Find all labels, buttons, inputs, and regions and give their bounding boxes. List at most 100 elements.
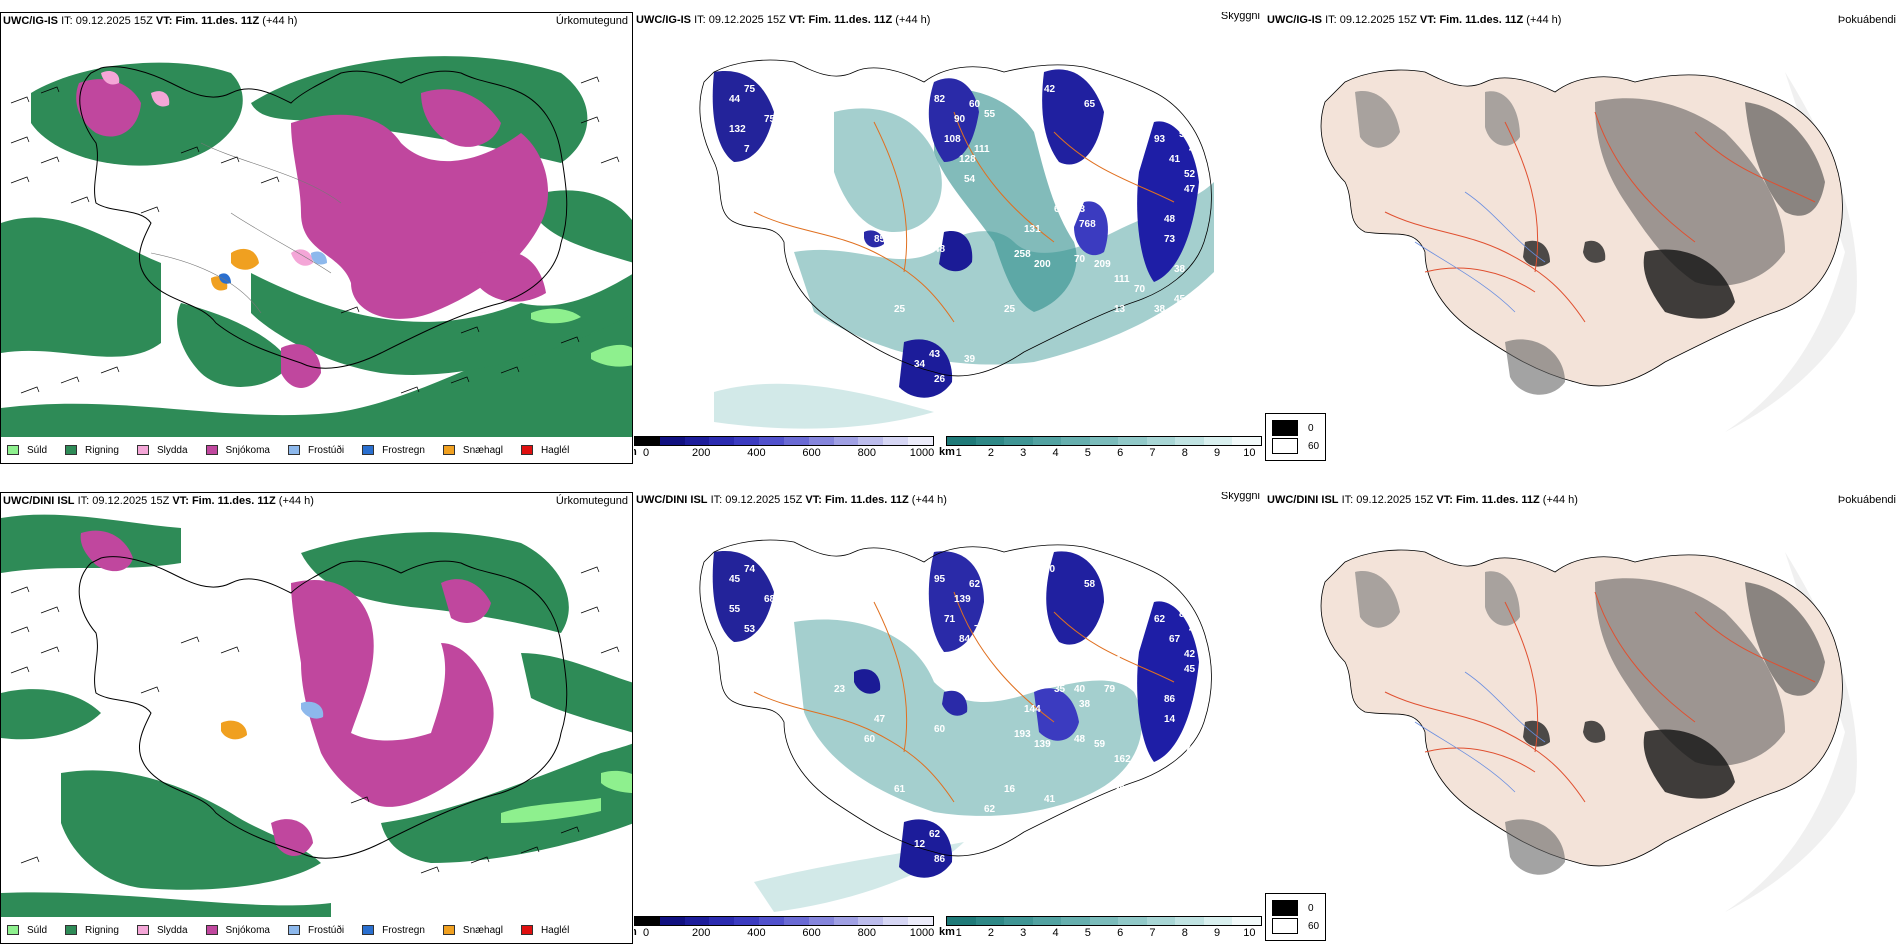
colorbar-bin [659,437,685,445]
ceiling-value-label: 47 [1184,184,1196,195]
legend-item: Snjókoma [205,444,270,456]
visibility-map-bottom: 4574685553309513962675058627184796497154… [699,539,1212,912]
colorbar-bin [1032,437,1062,445]
colorbar-tick: 200 [692,447,711,459]
ceiling-value-label: 84 [1179,609,1191,620]
vt-label: VT: [1436,494,1453,506]
legend-swatch [136,925,149,935]
fog-swatch [1272,900,1298,916]
colorbar-bin [759,437,784,445]
fog-swatch [1272,420,1298,436]
legend-swatch [287,445,300,455]
ceiling-value-label: 768 [1079,219,1096,230]
precip-legend-bottom: Súld Rigning Slydda Snjókoma Frostúði Frostre… [1,917,632,943]
colorbar-tick: 400 [747,447,766,459]
colorbar-bin [1032,917,1062,925]
colorbar-bin [808,917,834,925]
colorbar-bin [1146,437,1176,445]
ceiling-value-label: 84 [959,634,971,645]
it-label: IT: [61,15,73,27]
ceiling-value-label: 42 [1184,649,1196,660]
ceiling-value-label: 53 [744,624,756,635]
ceiling-value-label: 38 [1079,699,1091,710]
precip-legend-top: Súld Rigning Slydda Snjókoma Frostúði Frostre… [1,437,632,463]
legend-swatch [205,925,218,935]
legend-label: Frostregn [382,444,425,456]
fog-legend-row: 60 [1272,918,1319,934]
ceiling-value-label: 160 [1104,204,1121,215]
lead-time: (+44 h) [278,495,314,507]
colorbar-tick: 4 [1052,447,1059,459]
colorbar-bin [883,917,909,925]
ceiling-labels-bottom: 4574685553309513962675058627184796497154… [729,564,1201,865]
ceiling-value-label: 55 [984,109,996,120]
fog-swatch [1272,918,1298,934]
ceiling-value-label: 79 [974,624,986,635]
fog-panel-bottom: UWC/DINI ISL IT: 09.12.2025 15Z VT: Fim.… [1265,492,1900,944]
colorbar-tick: 6 [1117,927,1124,939]
fog-swatch [1272,438,1298,454]
legend-label: Snjókoma [225,444,270,456]
colorbar-bin [1203,437,1233,445]
ceiling-value-label: 60 [969,99,981,110]
ceiling-value-label: 70 [1074,254,1086,265]
colorbar-bin [1089,917,1119,925]
ceiling-value-label: 85 [874,234,886,245]
model-name: UWC/DINI ISL [3,495,75,507]
colorbar-bin [1232,917,1262,925]
precip-type-panel-top: UWC/IG-IS IT: 09.12.2025 15Z VT: Fim. 11… [0,12,633,464]
colorbar-bin [1004,437,1033,445]
visibility-panel-bottom: 45 74 68 55 53 30 95 139 62 67 50 58 62 71 84 79 64 97 154… [634,492,1264,944]
ceiling-value-label: 58 [1084,579,1096,590]
colorbar-bin [783,437,809,445]
colorbar-bin [684,917,710,925]
legend-label: Snæhagl [462,924,503,936]
precip-map-bottom [1,514,632,919]
it-label: IT: [710,494,723,506]
ceiling-value-label: 70 [1134,284,1146,295]
colorbar-bin [833,437,859,445]
legend-swatch [7,445,19,455]
colorbar-tick: 1000 [909,447,935,459]
ceiling-value-label: 12 [914,839,926,850]
ceiling-value-label: 71 [944,614,956,625]
colorbar-bin [1175,917,1204,925]
ceiling-value-label: 38 [964,834,976,845]
colorbar-unit: km [939,446,955,458]
legend-item: Snæhagl [442,445,503,456]
legend-item: Frostregn [362,445,425,456]
model-name: UWC/IG-IS [636,14,691,26]
it-label: IT: [1341,494,1354,506]
colorbar-tick: 2 [987,927,994,939]
colorbar-tick: 9 [1213,447,1221,459]
visibility-map-top: 4475751327628290605542659310812811154108… [699,59,1214,429]
legend-label: Frostúði [307,924,345,936]
colorbar-tick: 200 [692,927,711,939]
it-value: 09.12.2025 15Z [75,15,153,27]
ceiling-value-label: 65 [1054,204,1066,215]
it-value: 09.12.2025 15Z [1356,494,1434,506]
ceiling-value-label: 86 [934,854,946,865]
panel-type-visibility: Skyggni [1220,12,1260,22]
ceiling-value-label: 67 [984,589,996,600]
colorbar-strip [946,436,1262,446]
lead-time: (+44 h) [1542,494,1578,506]
model-name: UWC/DINI ISL [1267,494,1339,506]
colorbar-bin [947,437,976,445]
fog-legend-bottom: 0 60 [1265,893,1327,941]
ceiling-value-label: 258 [1014,249,1031,260]
ceiling-value-label: 55 [729,604,741,615]
precip-map-top [1,13,632,463]
ceiling-value-label: 73 [1074,204,1086,215]
ceiling-value-label: 82 [934,94,946,105]
ceiling-value-label: 95 [934,574,946,585]
wind-barbs [10,76,620,394]
legend-swatch [362,925,375,935]
legend-label: Súld [27,444,48,456]
ceiling-value-label: 154 [1104,654,1121,665]
vt-value: Fim. 11.des. 11Z [808,14,893,26]
ceiling-value-label: 209 [1094,259,1111,270]
ceiling-value-label: 61 [894,784,906,795]
vt-value: Fim. 11.des. 11Z [175,15,260,27]
ceiling-labels-top: 4475751327628290605542659310812811154108… [729,84,1201,385]
